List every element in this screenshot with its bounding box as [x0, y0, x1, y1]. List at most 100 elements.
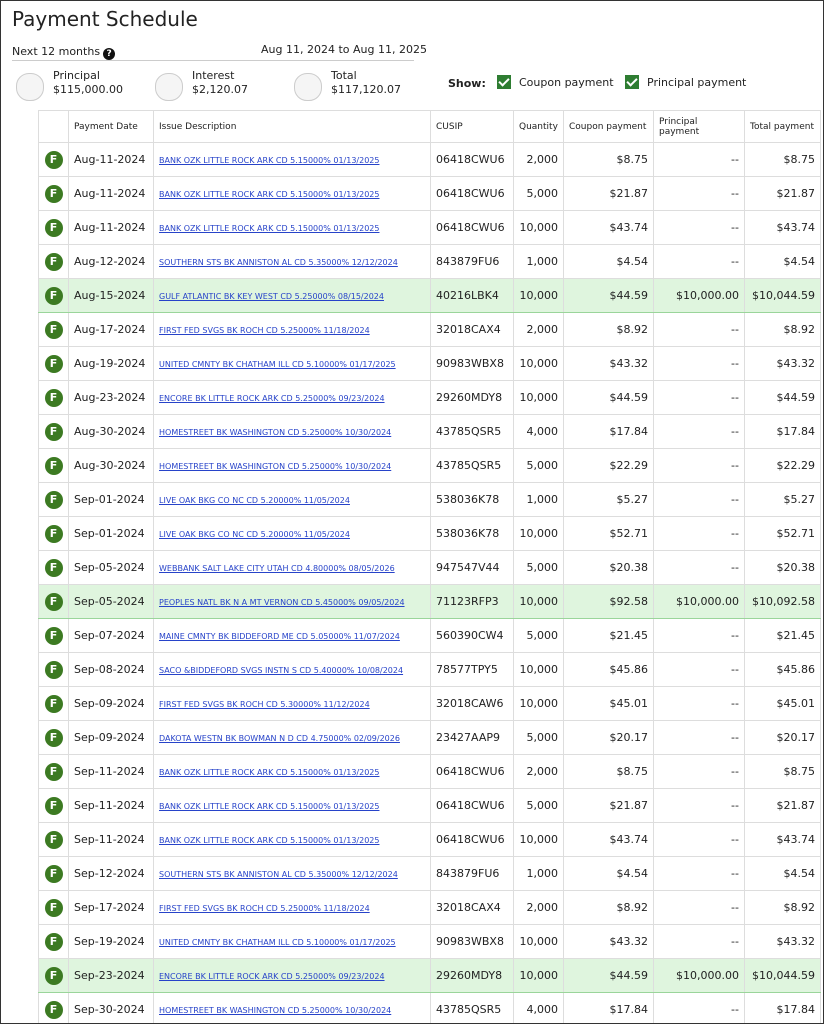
- description-cell: WEBBANK SALT LAKE CITY UTAH CD 4.80000% …: [153, 550, 431, 585]
- table-cell: $43.32: [563, 924, 654, 959]
- issue-link[interactable]: SACO &BIDDEFORD SVGS INSTN S CD 5.40000%…: [159, 666, 404, 675]
- issue-link[interactable]: SOUTHERN STS BK ANNISTON AL CD 5.35000% …: [159, 870, 398, 879]
- table-cell: 32018CAX4: [430, 312, 514, 347]
- table-cell: --: [653, 380, 745, 415]
- table-cell: Sep-01-2024: [68, 516, 154, 551]
- badge-cell: F: [38, 618, 69, 653]
- table-row: F Sep-07-2024 MAINE CMNTY BK BIDDEFORD ME …: [38, 618, 821, 653]
- fund-badge: F: [44, 830, 63, 849]
- table-cell: --: [653, 176, 745, 211]
- checkbox-checked[interactable]: [497, 75, 511, 89]
- fund-badge: F: [44, 218, 63, 237]
- table-cell: 10,000: [513, 380, 564, 415]
- table-cell: $8.92: [744, 890, 821, 925]
- table-cell: $10,044.59: [744, 278, 821, 313]
- table-cell: 5,000: [513, 448, 564, 483]
- badge-cell: F: [38, 890, 69, 925]
- table-cell: $5.27: [563, 482, 654, 517]
- issue-link[interactable]: BANK OZK LITTLE ROCK ARK CD 5.15000% 01/…: [159, 156, 380, 165]
- table-cell: $45.86: [563, 652, 654, 687]
- badge-cell: F: [38, 278, 69, 313]
- table-cell: 4,000: [513, 414, 564, 449]
- header-cell: Issue Description: [153, 110, 431, 143]
- issue-link[interactable]: DAKOTA WESTN BK BOWMAN N D CD 4.75000% 0…: [159, 734, 400, 743]
- issue-link[interactable]: FIRST FED SVGS BK ROCH CD 5.25000% 11/18…: [159, 904, 370, 913]
- issue-link[interactable]: BANK OZK LITTLE ROCK ARK CD 5.15000% 01/…: [159, 802, 380, 811]
- table-cell: $43.32: [744, 346, 821, 381]
- issue-link[interactable]: ENCORE BK LITTLE ROCK ARK CD 5.25000% 09…: [159, 394, 385, 403]
- description-cell: FIRST FED SVGS BK ROCH CD 5.30000% 11/12…: [153, 686, 431, 721]
- badge-cell: F: [38, 788, 69, 823]
- issue-link[interactable]: MAINE CMNTY BK BIDDEFORD ME CD 5.05000% …: [159, 632, 400, 641]
- table-cell: $45.86: [744, 652, 821, 687]
- table-cell: Aug-11-2024: [68, 210, 154, 245]
- table-cell: $92.58: [563, 584, 654, 619]
- table-cell: 23427AAP9: [430, 720, 514, 755]
- issue-link[interactable]: WEBBANK SALT LAKE CITY UTAH CD 4.80000% …: [159, 564, 395, 573]
- badge-cell: F: [38, 244, 69, 279]
- table-cell: 06418CWU6: [430, 210, 514, 245]
- table-cell: --: [653, 618, 745, 653]
- issue-link[interactable]: ENCORE BK LITTLE ROCK ARK CD 5.25000% 09…: [159, 972, 385, 981]
- table-cell: --: [653, 142, 745, 177]
- issue-link[interactable]: HOMESTREET BK WASHINGTON CD 5.25000% 10/…: [159, 1006, 392, 1015]
- table-row: F Sep-05-2024 PEOPLES NATL BK N A MT VERNO…: [38, 584, 821, 619]
- table-cell: $5.27: [744, 482, 821, 517]
- description-cell: LIVE OAK BKG CO NC CD 5.20000% 11/05/202…: [153, 516, 431, 551]
- issue-link[interactable]: BANK OZK LITTLE ROCK ARK CD 5.15000% 01/…: [159, 190, 380, 199]
- table-cell: 43785QSR5: [430, 448, 514, 483]
- table-cell: --: [653, 720, 745, 755]
- table-row: F Aug-17-2024 FIRST FED SVGS BK ROCH CD 5.…: [38, 312, 821, 347]
- table-cell: Sep-08-2024: [68, 652, 154, 687]
- table-cell: $44.59: [563, 958, 654, 993]
- show-label: Show:: [448, 77, 486, 90]
- issue-link[interactable]: FIRST FED SVGS BK ROCH CD 5.30000% 11/12…: [159, 700, 370, 709]
- table-cell: Sep-17-2024: [68, 890, 154, 925]
- table-cell: 2,000: [513, 142, 564, 177]
- table-cell: 947547V44: [430, 550, 514, 585]
- badge-cell: F: [38, 448, 69, 483]
- fund-badge: F: [44, 252, 63, 271]
- table-cell: $17.84: [563, 992, 654, 1023]
- table-cell: --: [653, 992, 745, 1023]
- table-cell: 10,000: [513, 822, 564, 857]
- issue-link[interactable]: SOUTHERN STS BK ANNISTON AL CD 5.35000% …: [159, 258, 398, 267]
- issue-link[interactable]: BANK OZK LITTLE ROCK ARK CD 5.15000% 01/…: [159, 768, 380, 777]
- table-cell: 538036K78: [430, 516, 514, 551]
- table-cell: $17.84: [563, 414, 654, 449]
- table-row: F Sep-09-2024 DAKOTA WESTN BK BOWMAN N D C…: [38, 720, 821, 755]
- table-row: F Aug-30-2024 HOMESTREET BK WASHINGTON CD …: [38, 414, 821, 449]
- table-cell: --: [653, 686, 745, 721]
- issue-link[interactable]: HOMESTREET BK WASHINGTON CD 5.25000% 10/…: [159, 428, 392, 437]
- issue-link[interactable]: GULF ATLANTIC BK KEY WEST CD 5.25000% 08…: [159, 292, 384, 301]
- period: Next 12 months?: [12, 45, 116, 60]
- period-label: Next 12 months: [12, 45, 101, 58]
- show-option[interactable]: Coupon payment: [497, 75, 614, 89]
- issue-link[interactable]: PEOPLES NATL BK N A MT VERNON CD 5.45000…: [159, 598, 405, 607]
- checkbox-checked[interactable]: [625, 75, 639, 89]
- table-cell: 06418CWU6: [430, 142, 514, 177]
- help-icon[interactable]: ?: [103, 48, 116, 60]
- payment-table: Payment Date Issue Description CUSIP Quanti…: [38, 110, 821, 1023]
- issue-link[interactable]: HOMESTREET BK WASHINGTON CD 5.25000% 10/…: [159, 462, 392, 471]
- issue-link[interactable]: UNITED CMNTY BK CHATHAM ILL CD 5.10000% …: [159, 360, 396, 369]
- issue-link[interactable]: BANK OZK LITTLE ROCK ARK CD 5.15000% 01/…: [159, 836, 380, 845]
- issue-link[interactable]: BANK OZK LITTLE ROCK ARK CD 5.15000% 01/…: [159, 224, 380, 233]
- issue-link[interactable]: LIVE OAK BKG CO NC CD 5.20000% 11/05/202…: [159, 496, 350, 505]
- issue-link[interactable]: FIRST FED SVGS BK ROCH CD 5.25000% 11/18…: [159, 326, 370, 335]
- table-cell: $8.75: [744, 142, 821, 177]
- table-row: F Sep-05-2024 WEBBANK SALT LAKE CITY UTAH …: [38, 550, 821, 585]
- table-cell: Sep-11-2024: [68, 822, 154, 857]
- issue-link[interactable]: UNITED CMNTY BK CHATHAM ILL CD 5.10000% …: [159, 938, 396, 947]
- fund-badge: F: [44, 592, 63, 611]
- show-option[interactable]: Principal payment: [625, 75, 746, 89]
- badge-cell: F: [38, 550, 69, 585]
- table-cell: 5,000: [513, 720, 564, 755]
- table-cell: Aug-30-2024: [68, 448, 154, 483]
- table-cell: Aug-11-2024: [68, 142, 154, 177]
- table-cell: $17.84: [744, 414, 821, 449]
- table-cell: 10,000: [513, 958, 564, 993]
- badge-cell: F: [38, 142, 69, 177]
- issue-link[interactable]: LIVE OAK BKG CO NC CD 5.20000% 11/05/202…: [159, 530, 350, 539]
- summary-value: $115,000.00: [53, 83, 123, 96]
